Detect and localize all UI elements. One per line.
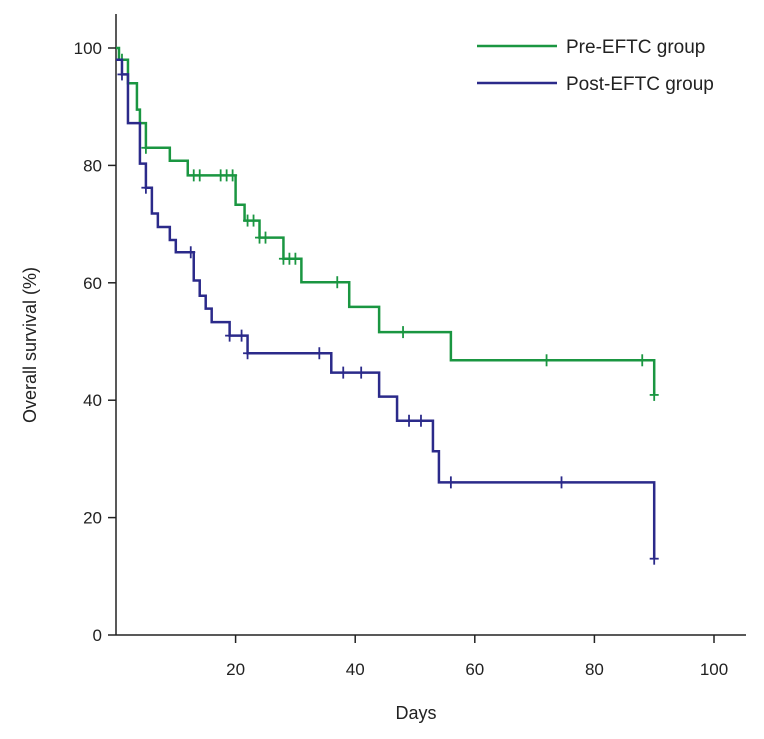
censor-mark-pre-eftc-18 (649, 388, 659, 401)
censor-mark-post-eftc-10 (416, 414, 426, 427)
x-axis-title: Days (395, 703, 436, 723)
y-tick-label-40: 40 (83, 391, 102, 410)
legend-label-post-eftc: Post-EFTC group (566, 74, 714, 95)
series-post-eftc (116, 58, 659, 565)
y-axis-title: Overall survival (%) (20, 267, 40, 423)
censor-mark-pre-eftc-16 (542, 354, 552, 367)
censor-mark-pre-eftc-8 (249, 214, 259, 227)
censor-mark-pre-eftc-10 (261, 231, 270, 244)
x-tick-label-40: 40 (346, 660, 365, 679)
censor-mark-pre-eftc-6 (228, 169, 238, 182)
censor-mark-pre-eftc-3 (195, 169, 205, 182)
censor-mark-post-eftc-6 (314, 347, 324, 360)
censor-mark-post-eftc-12 (557, 476, 567, 489)
x-tick-label-20: 20 (226, 660, 245, 679)
legend: Pre-EFTC group Post-EFTC group (477, 37, 714, 95)
censor-mark-post-eftc-9 (404, 414, 414, 427)
y-tick-label-0: 0 (93, 626, 102, 645)
axes: 0 20 40 60 80 100 20 40 60 80 100 (74, 14, 746, 679)
survival-curve-post-eftc (116, 58, 656, 559)
censor-mark-post-eftc-4 (237, 329, 247, 342)
x-tick-label-60: 60 (465, 660, 484, 679)
censor-mark-pre-eftc-14 (332, 276, 342, 289)
censor-mark-post-eftc-11 (446, 476, 456, 489)
y-tick-label-100: 100 (74, 39, 102, 58)
censor-mark-post-eftc-3 (225, 329, 235, 342)
y-tick-label-20: 20 (83, 509, 102, 528)
y-tick-label-60: 60 (83, 274, 102, 293)
plot-area (116, 46, 659, 565)
survival-curve-pre-eftc (116, 46, 656, 395)
censor-mark-post-eftc-0 (117, 68, 127, 81)
censor-mark-post-eftc-13 (649, 552, 659, 565)
legend-label-pre-eftc: Pre-EFTC group (566, 37, 705, 58)
x-tick-label-80: 80 (585, 660, 604, 679)
censor-mark-post-eftc-1 (141, 181, 151, 194)
censor-mark-post-eftc-5 (243, 347, 253, 360)
censor-mark-post-eftc-7 (338, 366, 348, 379)
censor-mark-pre-eftc-15 (398, 326, 408, 339)
x-tick-label-100: 100 (700, 660, 728, 679)
series-pre-eftc (116, 46, 659, 401)
censor-mark-pre-eftc-17 (637, 354, 647, 367)
y-tick-label-80: 80 (83, 156, 102, 175)
censor-mark-post-eftc-8 (356, 366, 366, 379)
censor-mark-pre-eftc-1 (141, 141, 151, 154)
censor-mark-post-eftc-2 (186, 246, 196, 259)
censor-mark-pre-eftc-13 (290, 252, 300, 265)
